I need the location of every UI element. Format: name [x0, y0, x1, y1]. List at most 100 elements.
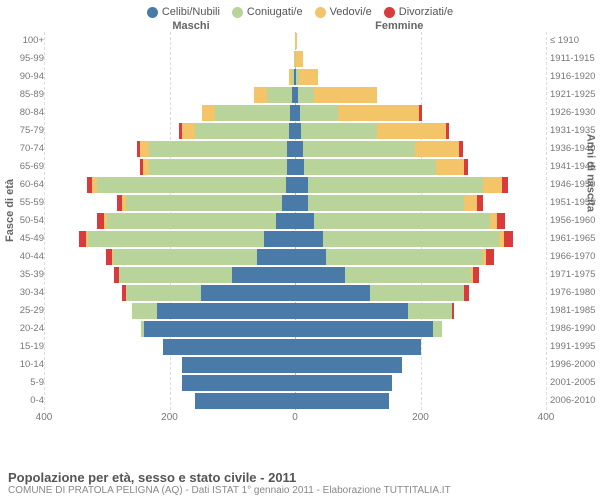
bar-segment: [308, 195, 465, 211]
male-bar: [44, 195, 295, 211]
bar-segment: [452, 303, 454, 319]
legend-item: Vedovi/e: [315, 6, 372, 18]
chart: Fasce di età Anni di nascita 100+95-9990…: [0, 32, 600, 410]
male-bar: [44, 375, 295, 391]
female-bar: [295, 159, 546, 175]
pyramid-row: [44, 51, 546, 67]
male-bar: [44, 123, 295, 139]
pyramid-row: [44, 357, 546, 373]
bar-segment: [459, 141, 462, 157]
bar-segment: [345, 267, 471, 283]
y-axis-birth: ≤ 19101911-19151916-19201921-19251926-19…: [546, 32, 600, 410]
bar-segment: [295, 285, 370, 301]
bar-segment: [419, 105, 422, 121]
birth-label: 1966-1970: [550, 248, 600, 266]
female-bar: [295, 51, 546, 67]
age-label: 40-44: [0, 248, 44, 266]
birth-label: 1976-1980: [550, 284, 600, 302]
birth-label: 1916-1920: [550, 68, 600, 86]
birth-label: ≤ 1910: [550, 32, 600, 50]
female-bar: [295, 375, 546, 391]
male-bar: [44, 393, 295, 409]
footer: Popolazione per età, sesso e stato civil…: [8, 470, 592, 496]
pyramid-row: [44, 339, 546, 355]
male-bar: [44, 339, 295, 355]
bar-segment: [446, 123, 449, 139]
bar-segment: [296, 51, 302, 67]
bar-segment: [295, 339, 421, 355]
male-bar: [44, 303, 295, 319]
bar-segment: [202, 105, 215, 121]
birth-label: 1956-1960: [550, 212, 600, 230]
x-tick: 200: [161, 412, 178, 423]
age-label: 30-34: [0, 284, 44, 302]
bar-segment: [254, 87, 267, 103]
age-label: 5-9: [0, 374, 44, 392]
bar-segment: [201, 285, 295, 301]
bar-segment: [132, 303, 157, 319]
bar-segment: [338, 105, 420, 121]
x-axis: 4002000200400: [0, 412, 600, 426]
gender-headers: Maschi Femmine: [0, 20, 600, 32]
legend-label: Celibi/Nubili: [162, 6, 220, 18]
female-bar: [295, 69, 546, 85]
male-bar: [44, 51, 295, 67]
bar-segment: [298, 87, 314, 103]
pyramid-row: [44, 195, 546, 211]
pyramid-row: [44, 159, 546, 175]
bar-segment: [299, 69, 318, 85]
bar-segment: [113, 249, 257, 265]
bar-segment: [232, 267, 295, 283]
birth-label: 1991-1995: [550, 338, 600, 356]
male-bar: [44, 33, 295, 49]
bar-segment: [433, 321, 442, 337]
bar-segment: [88, 231, 264, 247]
bar-segment: [149, 141, 287, 157]
legend-label: Divorziati/e: [399, 6, 453, 18]
pyramid-row: [44, 249, 546, 265]
female-header: Femmine: [295, 20, 547, 32]
legend-item: Coniugati/e: [232, 6, 303, 18]
age-label: 20-24: [0, 320, 44, 338]
chart-subtitle: COMUNE DI PRATOLA PELIGNA (AQ) - Dati IS…: [8, 485, 592, 496]
legend: Celibi/Nubili Coniugati/e Vedovi/e Divorzia…: [0, 0, 600, 20]
pyramid-row: [44, 123, 546, 139]
bar-segment: [370, 285, 464, 301]
birth-label: 1921-1925: [550, 86, 600, 104]
bar-segment: [502, 177, 508, 193]
bar-segment: [483, 177, 502, 193]
bar-segment: [126, 195, 283, 211]
bar-segment: [182, 375, 295, 391]
bar-segment: [163, 339, 295, 355]
male-bar: [44, 159, 295, 175]
male-bar: [44, 231, 295, 247]
bar-segment: [377, 123, 446, 139]
bar-segment: [486, 249, 494, 265]
bar-segment: [126, 285, 201, 301]
bar-segment: [477, 195, 483, 211]
male-bar: [44, 213, 295, 229]
bar-segment: [308, 177, 484, 193]
age-label: 25-29: [0, 302, 44, 320]
birth-label: 1911-1915: [550, 50, 600, 68]
chart-title: Popolazione per età, sesso e stato civil…: [8, 470, 592, 485]
bar-segment: [504, 231, 513, 247]
bar-segment: [303, 141, 416, 157]
pyramid-row: [44, 321, 546, 337]
male-bar: [44, 177, 295, 193]
female-bar: [295, 33, 546, 49]
male-bar: [44, 87, 295, 103]
female-bar: [295, 357, 546, 373]
grid-line: [546, 32, 547, 410]
bar-segment: [295, 141, 303, 157]
birth-label: 1961-1965: [550, 230, 600, 248]
pyramid-row: [44, 267, 546, 283]
x-tick: 0: [292, 412, 298, 423]
birth-label: 2001-2005: [550, 374, 600, 392]
bar-segment: [295, 159, 304, 175]
birth-label: 1986-1990: [550, 320, 600, 338]
bar-segment: [287, 141, 295, 157]
bar-segment: [295, 195, 308, 211]
pyramid-row: [44, 33, 546, 49]
bar-segment: [295, 393, 389, 409]
